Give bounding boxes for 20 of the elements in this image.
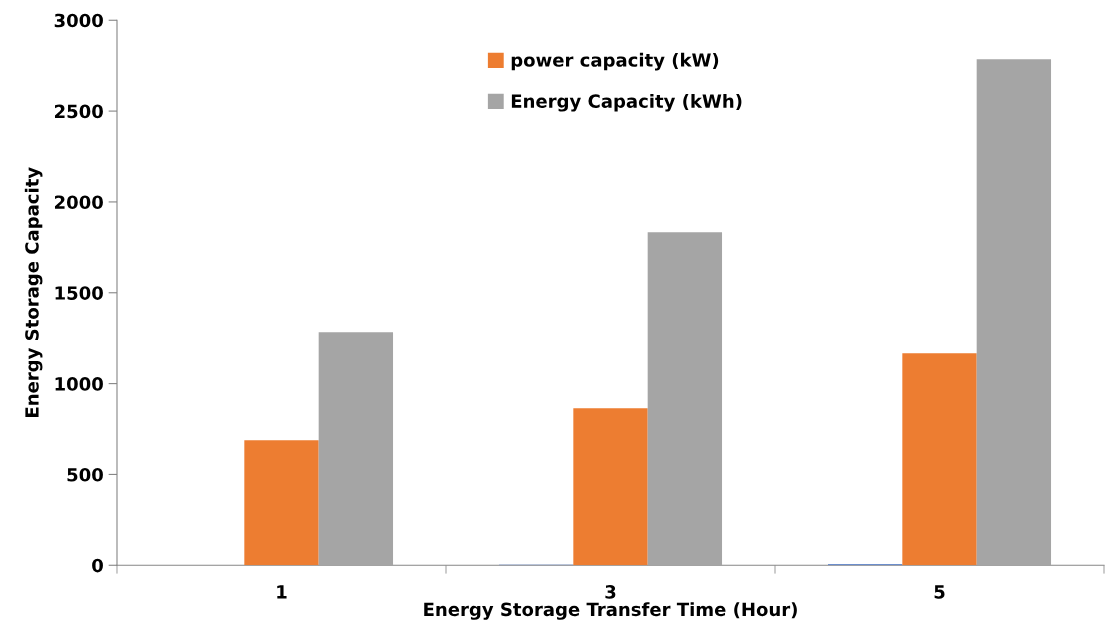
x-axis-title: Energy Storage Transfer Time (Hour)	[424, 602, 797, 620]
bar	[573, 408, 648, 566]
bar	[647, 232, 723, 566]
x-tick-label: 3	[605, 585, 616, 599]
y-tick-label: 0	[92, 558, 103, 573]
bar	[244, 440, 319, 566]
legend-label: Energy Capacity (kWh)	[511, 93, 742, 112]
y-axis-title: Energy Storage Capacity	[24, 167, 43, 417]
y-tick-label: 1000	[55, 377, 103, 391]
y-tick-label: 1500	[55, 286, 103, 300]
bar	[902, 353, 977, 566]
y-tick-label: 3000	[54, 13, 103, 28]
bar	[976, 59, 1052, 566]
x-tick-label: 1	[277, 585, 287, 599]
x-tick-label: 5	[934, 585, 945, 599]
y-tick-label: 2500	[54, 104, 103, 119]
legend-label: power capacity (kW)	[511, 52, 719, 71]
bar	[318, 332, 394, 566]
y-tick-label: 2000	[54, 195, 103, 210]
y-tick-label: 500	[67, 467, 103, 482]
